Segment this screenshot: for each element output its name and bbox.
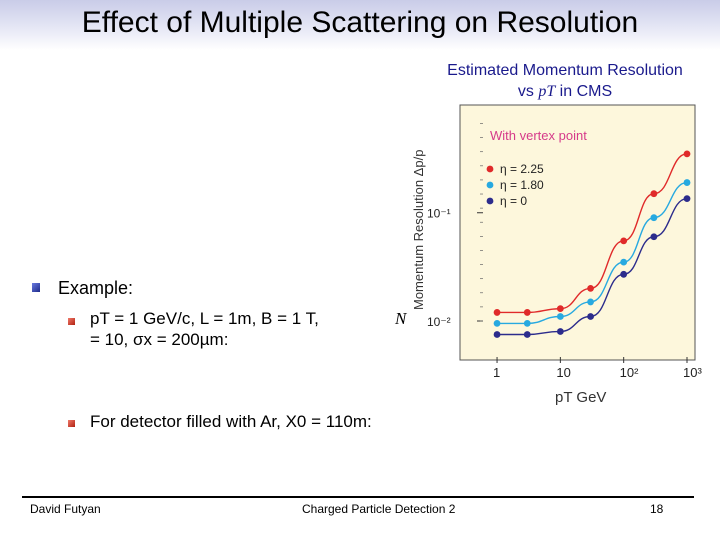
data-point xyxy=(650,233,658,241)
n-symbol: N xyxy=(395,309,407,328)
legend-marker xyxy=(486,197,494,205)
legend-label: η = 1.80 xyxy=(500,178,544,192)
x-axis-label: pT GeV xyxy=(555,389,606,405)
legend-label: η = 0 xyxy=(500,194,527,208)
data-point xyxy=(650,190,658,198)
chart-caption: Estimated Momentum Resolution vs pT in C… xyxy=(420,60,710,102)
data-point xyxy=(620,258,628,266)
y-axis-label: Momentum Resolution Δp/p xyxy=(411,150,426,310)
data-point xyxy=(620,270,628,278)
example-line-2: = 10, σx = 200µm: xyxy=(90,330,229,349)
x-tick-label: 10 xyxy=(556,365,570,380)
data-point xyxy=(556,328,564,335)
legend-marker xyxy=(486,165,494,173)
data-point xyxy=(523,319,531,327)
detector-line: For detector filled with Ar, X0 = 110m: xyxy=(90,412,372,431)
data-point xyxy=(587,285,594,292)
data-point xyxy=(683,195,691,203)
momentum-resolution-chart: 1 10 10² 10³ 10⁻¹ 10⁻² With vertex point η = … xyxy=(411,104,702,405)
legend-marker xyxy=(486,181,494,189)
slide-title: Effect of Multiple Scattering on Resolut… xyxy=(81,6,639,39)
sub-bullet-icon xyxy=(68,318,75,325)
footer-course: Charged Particle Detection 2 xyxy=(302,502,456,516)
x-tick-label: 10² xyxy=(620,365,639,380)
caption-line-2: vs pT in CMS xyxy=(420,81,710,102)
series-layer xyxy=(493,150,691,338)
legend: η = 2.25 η = 1.80 η = 0 xyxy=(486,162,544,208)
data-point xyxy=(650,214,658,222)
data-point xyxy=(683,179,691,186)
data-point xyxy=(523,331,531,338)
caption-line-1: Estimated Momentum Resolution xyxy=(447,62,683,79)
data-point xyxy=(587,313,594,320)
chart-title: With vertex point xyxy=(490,128,587,143)
caption-cms: in CMS xyxy=(555,83,613,100)
example-line-1: pT = 1 GeV/c, L = 1m, B = 1 T, xyxy=(90,309,319,328)
y-tick-label: 10⁻¹ xyxy=(427,207,451,221)
caption-pt: pT xyxy=(538,83,556,100)
example-heading: Example: xyxy=(58,278,134,298)
data-point xyxy=(523,309,531,316)
footer-rule xyxy=(22,496,694,498)
legend-label: η = 2.25 xyxy=(500,162,544,176)
data-point xyxy=(493,319,501,327)
chart-panel xyxy=(459,104,696,361)
title-band xyxy=(0,0,720,50)
data-point xyxy=(587,298,594,306)
bullet-icon xyxy=(32,283,40,292)
x-tick-label: 1 xyxy=(493,365,500,380)
sub-bullet-icon-2 xyxy=(68,420,75,427)
data-point xyxy=(683,150,691,158)
tick-layer: 1 10 10² 10³ 10⁻¹ 10⁻² xyxy=(427,123,702,380)
data-point xyxy=(620,237,628,245)
caption-vs: vs xyxy=(517,83,539,100)
x-tick-label: 10³ xyxy=(683,365,702,380)
footer-page: 18 xyxy=(650,502,664,516)
data-point xyxy=(493,331,501,338)
data-point xyxy=(493,309,501,316)
data-point xyxy=(556,313,564,320)
data-point xyxy=(556,305,564,313)
footer-author: David Futyan xyxy=(30,502,101,516)
y-tick-label: 10⁻² xyxy=(427,315,451,329)
